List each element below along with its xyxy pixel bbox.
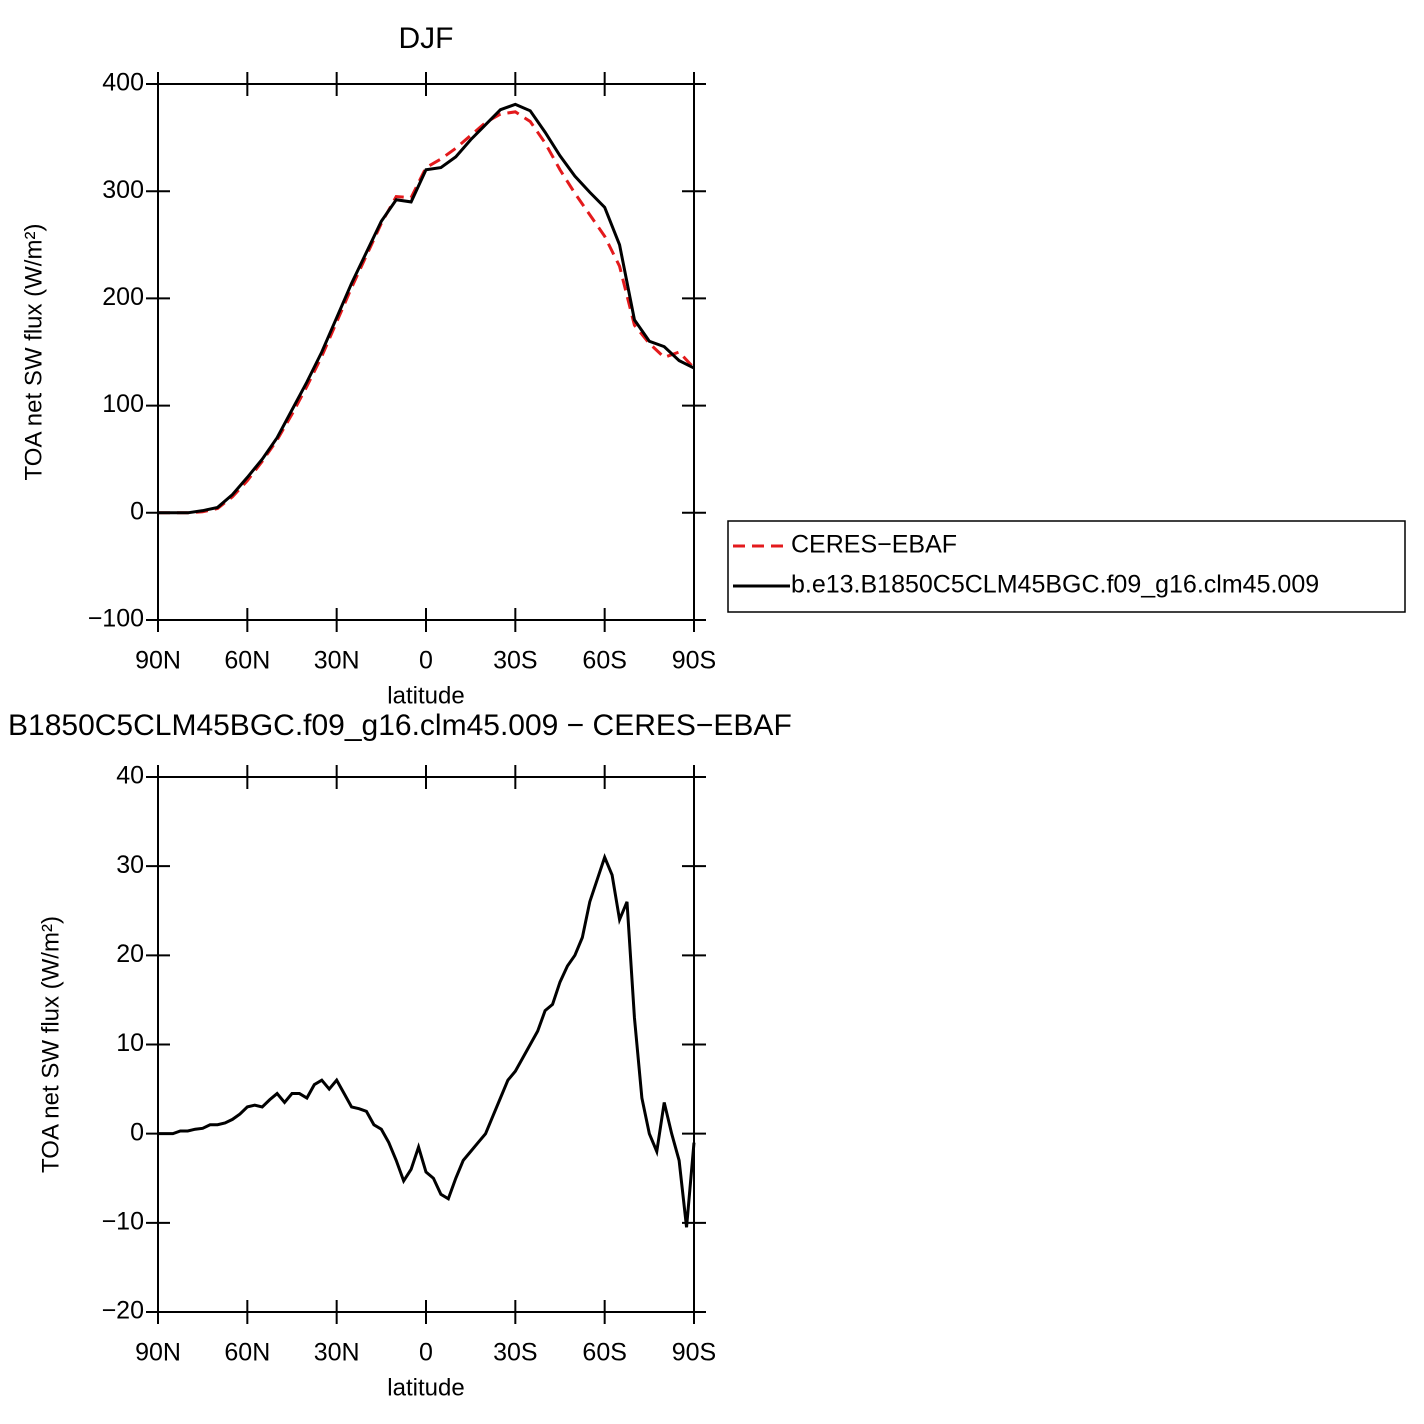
x-tick-label: 60N: [224, 1339, 270, 1367]
y-tick-label: −10: [102, 1207, 144, 1235]
x-tick-label: 0: [419, 1339, 433, 1367]
x-tick-label: 30N: [314, 1339, 360, 1367]
x-axis-label: latitude: [387, 1374, 464, 1401]
x-tick-label: 60N: [224, 647, 270, 675]
x-tick-label: 90N: [135, 1339, 181, 1367]
legend-box: [727, 520, 1406, 613]
y-tick-label: 100: [102, 390, 144, 418]
y-tick-label: 20: [116, 940, 144, 968]
legend-label: CERES−EBAF: [791, 531, 957, 559]
x-tick-label: 90N: [135, 647, 181, 675]
x-tick-label: 30S: [493, 647, 537, 675]
x-tick-label: 0: [419, 647, 433, 675]
y-axis-label: TOA net SW flux (W/m²): [20, 224, 47, 481]
y-axis-label: TOA net SW flux (W/m²): [37, 916, 64, 1173]
y-tick-label: 400: [102, 69, 144, 97]
y-tick-label: −20: [102, 1297, 144, 1325]
x-tick-label: 30S: [493, 1339, 537, 1367]
y-tick-label: 40: [116, 762, 144, 790]
data-line: [158, 110, 696, 515]
data-line: [158, 852, 696, 1228]
legend-label: b.e13.B1850C5CLM45BGC.f09_g16.clm45.009: [791, 571, 1319, 599]
chart-title: B1850C5CLM45BGC.f09_g16.clm45.009 − CERE…: [8, 709, 792, 742]
x-tick-label: 60S: [582, 1339, 626, 1367]
plot-frame: [157, 83, 695, 621]
chart-title: DJF: [399, 22, 454, 55]
y-tick-label: 0: [130, 497, 144, 525]
y-tick-label: 200: [102, 283, 144, 311]
x-axis-label: latitude: [387, 682, 464, 709]
y-tick-label: 0: [130, 1118, 144, 1146]
plot-frame: [157, 776, 695, 1313]
y-tick-label: 30: [116, 851, 144, 879]
x-tick-label: 30N: [314, 647, 360, 675]
y-tick-label: 300: [102, 176, 144, 204]
x-tick-label: 90S: [672, 1339, 716, 1367]
x-tick-label: 60S: [582, 647, 626, 675]
y-tick-label: 10: [116, 1029, 144, 1057]
x-tick-label: 90S: [672, 647, 716, 675]
data-line: [158, 102, 695, 515]
y-tick-label: −100: [88, 605, 144, 633]
